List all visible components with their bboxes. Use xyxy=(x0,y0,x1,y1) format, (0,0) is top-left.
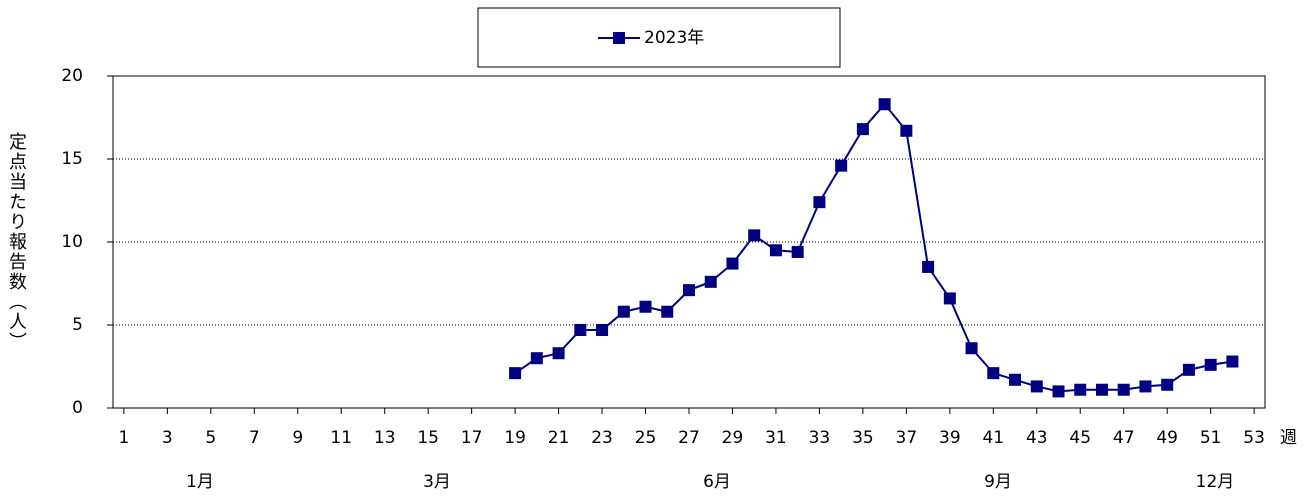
x-tick-label: 53 xyxy=(1243,428,1265,448)
point-marker xyxy=(1117,383,1130,396)
point-marker xyxy=(683,284,695,297)
x-tick-label: 27 xyxy=(678,428,700,448)
point-marker xyxy=(900,124,913,137)
x-tick-label: 11 xyxy=(330,428,352,448)
point-marker xyxy=(856,123,869,136)
point-marker xyxy=(596,323,609,336)
point-marker xyxy=(943,292,956,305)
plot-area xyxy=(112,75,1266,409)
x-tick-label: 5 xyxy=(205,428,216,448)
x-tick-label: 7 xyxy=(249,428,260,448)
x-tick-label: 13 xyxy=(374,428,396,448)
x-tick-label: 19 xyxy=(504,428,526,448)
x-tick-label: 47 xyxy=(1113,428,1135,448)
y-tick-label: 20 xyxy=(61,66,83,86)
x-tick-label: 21 xyxy=(548,428,570,448)
x-tick-label: 39 xyxy=(939,428,961,448)
x-tick-label: 45 xyxy=(1069,428,1091,448)
x-tick-label: 49 xyxy=(1156,428,1178,448)
point-marker xyxy=(1052,385,1065,398)
y-tick-label: 5 xyxy=(72,315,83,335)
x-tick-label: 51 xyxy=(1200,428,1222,448)
point-marker xyxy=(769,244,782,257)
x-tick-label: 35 xyxy=(852,428,874,448)
point-marker xyxy=(1139,380,1152,393)
point-marker xyxy=(878,98,891,111)
point-marker xyxy=(639,300,652,313)
x-tick-label: 15 xyxy=(417,428,439,448)
month-label: 9月 xyxy=(984,472,1012,492)
point-marker xyxy=(1009,373,1022,386)
point-marker xyxy=(1161,378,1174,391)
x-tick-label: 9 xyxy=(292,428,303,448)
x-tick-label: 29 xyxy=(722,428,744,448)
x-tick-label: 17 xyxy=(461,428,483,448)
legend-marker xyxy=(613,32,625,44)
point-marker xyxy=(661,305,674,318)
point-marker xyxy=(987,367,1000,380)
point-marker xyxy=(813,196,826,209)
y-tick-label: 10 xyxy=(61,232,83,252)
point-marker xyxy=(1182,363,1195,376)
point-marker xyxy=(617,305,630,318)
month-label: 6月 xyxy=(703,472,731,492)
point-marker xyxy=(704,275,717,288)
point-marker xyxy=(748,229,761,242)
month-label: 3月 xyxy=(423,472,451,492)
x-tick-label: 37 xyxy=(896,428,918,448)
x-tick-label: 41 xyxy=(982,428,1004,448)
point-marker xyxy=(726,257,739,270)
point-marker xyxy=(509,367,522,380)
x-tick-label: 31 xyxy=(765,428,787,448)
point-marker xyxy=(965,342,978,355)
point-marker xyxy=(574,323,587,336)
point-marker xyxy=(530,352,543,365)
y-tick-label: 0 xyxy=(72,398,83,418)
point-marker xyxy=(552,347,565,360)
legend-label: 2023年 xyxy=(644,28,704,48)
x-tick-label: 25 xyxy=(635,428,657,448)
x-tick-label: 43 xyxy=(1026,428,1048,448)
month-label: 12月 xyxy=(1196,472,1235,492)
x-tick-label: 33 xyxy=(809,428,831,448)
x-tick-label: 23 xyxy=(591,428,613,448)
point-marker xyxy=(835,159,848,172)
point-marker xyxy=(1095,383,1108,396)
x-tick-label: 3 xyxy=(162,428,173,448)
point-marker xyxy=(791,245,804,258)
x-tick-label: 1 xyxy=(118,428,129,448)
point-marker xyxy=(1226,355,1239,368)
y-axis-label: 定点当たり報告数（人） xyxy=(6,132,27,352)
point-marker xyxy=(1030,380,1043,393)
x-axis-label: 週 xyxy=(1280,428,1297,448)
month-label: 1月 xyxy=(186,472,214,492)
point-marker xyxy=(1074,383,1087,396)
series-line xyxy=(514,102,1233,393)
point-marker xyxy=(1204,358,1217,371)
point-marker xyxy=(922,260,935,273)
y-tick-label: 15 xyxy=(61,149,83,169)
legend-box xyxy=(477,7,841,68)
